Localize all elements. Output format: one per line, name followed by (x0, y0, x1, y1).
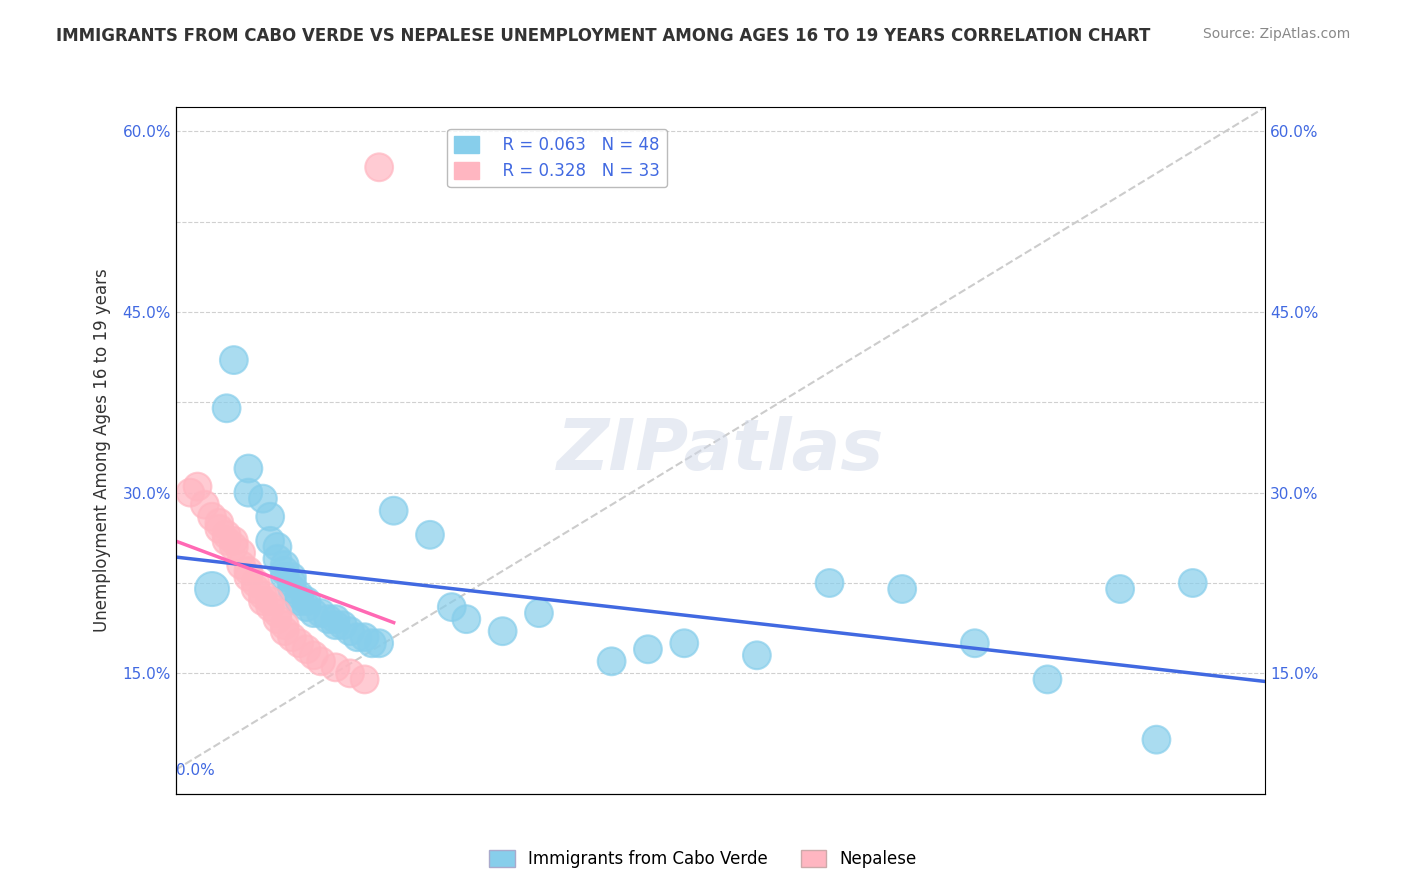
Point (456, 612, 478, 626)
Legend: Immigrants from Cabo Verde, Nepalese: Immigrants from Cabo Verde, Nepalese (482, 843, 924, 875)
Point (222, 353, 245, 368)
Text: IMMIGRANTS FROM CABO VERDE VS NEPALESE UNEMPLOYMENT AMONG AGES 16 TO 19 YEARS CO: IMMIGRANTS FROM CABO VERDE VS NEPALESE U… (56, 27, 1150, 45)
Point (1109, 582, 1132, 596)
Point (325, 618, 347, 632)
Point (274, 618, 297, 632)
Point (231, 558, 253, 572)
Point (194, 498, 217, 512)
Point (325, 612, 347, 626)
Point (368, 636, 391, 650)
Point (274, 624, 297, 639)
Point (274, 558, 297, 572)
Point (281, 576, 304, 591)
Point (215, 528, 238, 542)
Point (302, 648, 325, 663)
Point (288, 588, 311, 602)
Text: ZIPatlas: ZIPatlas (557, 416, 884, 485)
Point (360, 636, 382, 650)
Point (339, 624, 361, 639)
Point (440, 600, 463, 615)
Point (891, 582, 914, 596)
Point (231, 546, 253, 560)
Point (288, 636, 311, 650)
Point (295, 600, 318, 615)
Point (252, 491, 274, 506)
Point (600, 654, 623, 668)
Text: Source: ZipAtlas.com: Source: ZipAtlas.com (1202, 27, 1350, 41)
Point (215, 533, 238, 548)
Point (637, 642, 659, 657)
Point (208, 522, 231, 536)
Y-axis label: Unemployment Among Ages 16 to 19 years: Unemployment Among Ages 16 to 19 years (93, 268, 111, 632)
Point (266, 540, 288, 554)
Point (266, 552, 288, 566)
Point (222, 540, 245, 554)
Point (252, 594, 274, 608)
Point (274, 564, 297, 578)
Point (215, 401, 238, 416)
Point (673, 636, 696, 650)
Legend:   R = 0.063   N = 48,   R = 0.328   N = 33: R = 0.063 N = 48, R = 0.328 N = 33 (447, 129, 666, 187)
Point (259, 600, 281, 615)
Point (368, 161, 391, 175)
Text: 0.0%: 0.0% (176, 763, 215, 778)
Point (208, 516, 231, 530)
Point (1181, 576, 1204, 591)
Point (527, 606, 550, 620)
Point (325, 660, 347, 674)
Point (818, 576, 841, 591)
Point (186, 480, 209, 494)
Point (295, 642, 318, 657)
Point (238, 570, 260, 584)
Point (245, 576, 267, 591)
Point (281, 630, 304, 644)
Point (238, 485, 260, 500)
Point (222, 533, 245, 548)
Point (201, 582, 224, 596)
Point (382, 504, 405, 518)
Point (274, 570, 297, 584)
Point (238, 564, 260, 578)
Point (745, 648, 768, 663)
Point (1036, 673, 1059, 687)
Point (238, 461, 260, 475)
Point (259, 594, 281, 608)
Point (295, 594, 318, 608)
Point (346, 630, 368, 644)
Point (309, 606, 332, 620)
Point (1146, 732, 1168, 747)
Point (259, 533, 281, 548)
Point (963, 636, 986, 650)
Point (492, 624, 515, 639)
Point (266, 612, 288, 626)
Point (353, 673, 375, 687)
Point (259, 509, 281, 524)
Point (309, 654, 332, 668)
Point (302, 606, 325, 620)
Point (353, 630, 375, 644)
Point (245, 582, 267, 596)
Point (339, 666, 361, 681)
Point (281, 570, 304, 584)
Point (281, 582, 304, 596)
Point (419, 528, 441, 542)
Point (332, 618, 354, 632)
Point (201, 509, 224, 524)
Point (266, 606, 288, 620)
Point (179, 485, 201, 500)
Point (252, 588, 274, 602)
Point (318, 612, 340, 626)
Point (288, 594, 311, 608)
